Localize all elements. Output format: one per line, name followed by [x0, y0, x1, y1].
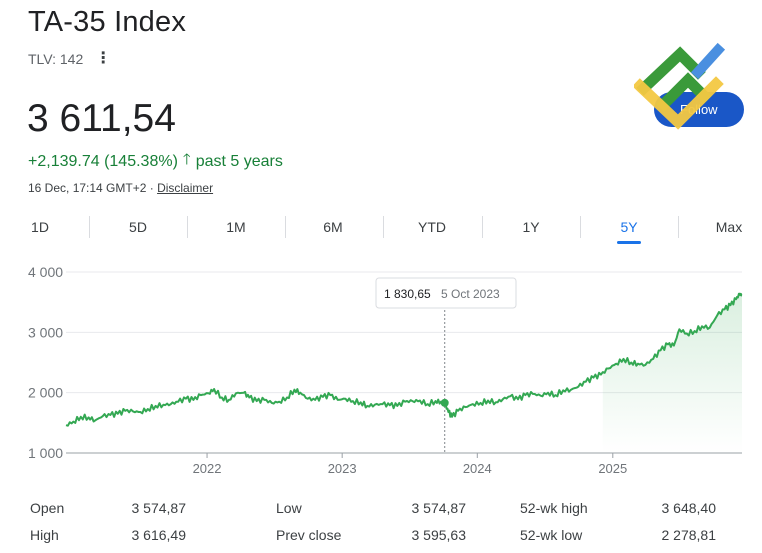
- active-tab-indicator: [617, 241, 641, 244]
- tab-divider: [482, 216, 483, 238]
- x-tick-label: 2025: [598, 461, 627, 476]
- current-price: 3 611,54: [27, 97, 176, 140]
- stat-value: 3 574,87: [411, 500, 467, 516]
- tab-ytd[interactable]: YTD: [402, 212, 462, 242]
- timestamp: 16 Dec, 17:14 GMT+2 ·: [28, 181, 158, 195]
- more-options-icon[interactable]: ⋮: [95, 50, 112, 67]
- exchange-ticker: TLV: 142: [28, 51, 84, 67]
- disclaimer-link[interactable]: Disclaimer: [157, 181, 214, 195]
- tab-label: YTD: [418, 219, 446, 235]
- price-change: +2,139.74 (145.38%): [28, 152, 178, 170]
- tab-max[interactable]: Max: [699, 212, 759, 242]
- tab-divider: [383, 216, 384, 238]
- tab-label: 1M: [226, 219, 246, 235]
- x-tick-label: 2023: [328, 461, 357, 476]
- tab-1m[interactable]: 1M: [206, 212, 266, 242]
- stat-value: 2 278,81: [661, 527, 717, 543]
- tab-label: 5Y: [620, 219, 638, 235]
- stat-value: 3 616,49: [131, 527, 187, 543]
- tab-divider: [89, 216, 90, 238]
- page-title: TA-35 Index: [28, 6, 187, 38]
- tab-6m[interactable]: 6M: [303, 212, 363, 242]
- stat-label: Open: [30, 500, 65, 516]
- stat-label: Prev close: [276, 527, 342, 543]
- price-line: [65, 292, 743, 427]
- price-change-row: +2,139.74 (145.38%) 🡑 past 5 years: [28, 149, 283, 174]
- y-tick-label: 1 000: [28, 445, 63, 461]
- tab-5d[interactable]: 5D: [108, 212, 168, 242]
- tooltip-date: 5 Oct 2023: [441, 287, 500, 301]
- tab-label: Max: [715, 219, 743, 235]
- tab-1y[interactable]: 1Y: [501, 212, 561, 242]
- stats-table: Open 3 574,87 High 3 616,49 Low 3 574,87 Prev …: [0, 500, 762, 553]
- arrow-up-icon: 🡑: [182, 151, 191, 168]
- tab-divider: [285, 216, 286, 238]
- brand-logo-icon: [634, 42, 726, 130]
- stat-label: High: [30, 527, 59, 543]
- tooltip-value: 1 830,65: [384, 287, 431, 301]
- tab-label: 1Y: [522, 219, 540, 235]
- tab-divider: [678, 216, 679, 238]
- hover-point: [440, 398, 449, 407]
- tab-divider: [187, 216, 188, 238]
- stat-label: 52-wk low: [520, 527, 583, 543]
- tab-5y[interactable]: 5Y: [599, 212, 659, 244]
- tab-label: 1D: [31, 219, 49, 235]
- y-tick-label: 3 000: [28, 324, 63, 340]
- tab-label: 5D: [129, 219, 147, 235]
- timestamp-row: 16 Dec, 17:14 GMT+2 · Disclaimer: [28, 181, 213, 195]
- tab-1d[interactable]: 1D: [10, 212, 70, 242]
- area-fill: [602, 293, 742, 453]
- y-tick-label: 4 000: [28, 264, 63, 280]
- x-tick-label: 2024: [463, 461, 492, 476]
- x-tick-label: 2022: [193, 461, 222, 476]
- chart-tooltip: 1 830,65 5 Oct 2023: [375, 277, 517, 309]
- tooltip-box: [375, 277, 517, 309]
- tab-divider: [580, 216, 581, 238]
- change-period: past 5 years: [195, 152, 283, 170]
- ticker-row: TLV: 142 ⋮: [28, 50, 112, 68]
- stat-value: 3 595,63: [411, 527, 467, 543]
- stat-label: Low: [276, 500, 302, 516]
- tab-label: 6M: [323, 219, 343, 235]
- stat-value: 3 574,87: [131, 500, 187, 516]
- range-tabs: 1D 5D 1M 6M YTD 1Y 5Y Max: [0, 212, 762, 246]
- stat-label: 52-wk high: [520, 500, 588, 516]
- price-chart: 4 000 3 000 2 000 1 000 2022 2023 2024 2025 1 83…: [28, 264, 743, 476]
- y-tick-label: 2 000: [28, 385, 63, 401]
- stat-value: 3 648,40: [661, 500, 717, 516]
